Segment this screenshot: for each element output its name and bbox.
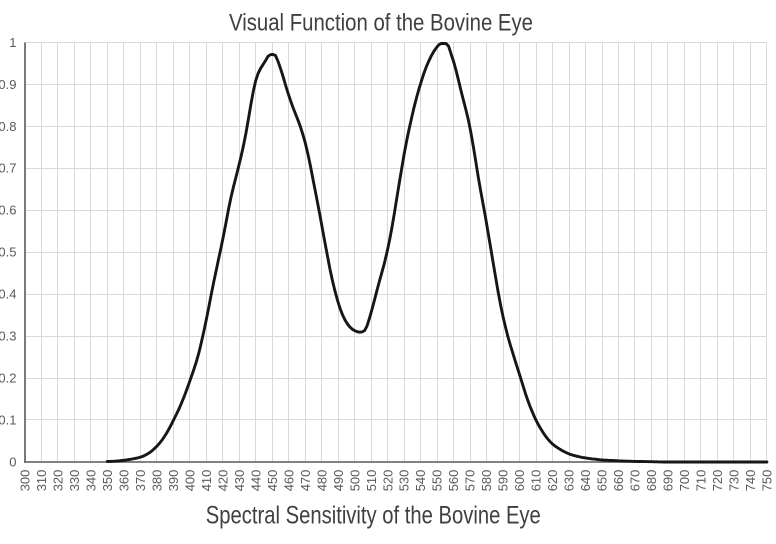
svg-text:430: 430	[232, 470, 247, 492]
svg-text:320: 320	[50, 470, 65, 492]
svg-text:390: 390	[166, 470, 181, 492]
svg-text:1: 1	[9, 35, 16, 50]
svg-text:380: 380	[149, 470, 164, 492]
svg-text:520: 520	[380, 470, 395, 492]
svg-text:310: 310	[34, 470, 49, 492]
svg-text:580: 580	[479, 470, 494, 492]
svg-text:670: 670	[628, 470, 643, 492]
svg-text:400: 400	[182, 470, 197, 492]
svg-text:560: 560	[446, 470, 461, 492]
svg-text:590: 590	[496, 470, 511, 492]
svg-text:0.8: 0.8	[0, 119, 17, 134]
svg-text:540: 540	[413, 470, 428, 492]
svg-text:0.6: 0.6	[0, 203, 17, 218]
svg-text:350: 350	[100, 470, 115, 492]
svg-text:550: 550	[430, 470, 445, 492]
svg-text:0.2: 0.2	[0, 370, 17, 385]
svg-text:0.9: 0.9	[0, 77, 17, 92]
svg-text:0.1: 0.1	[0, 412, 17, 427]
svg-text:450: 450	[265, 470, 280, 492]
svg-text:610: 610	[529, 470, 544, 492]
svg-text:510: 510	[364, 470, 379, 492]
svg-text:710: 710	[694, 470, 709, 492]
svg-text:750: 750	[760, 470, 775, 492]
svg-text:740: 740	[743, 470, 758, 492]
svg-text:730: 730	[727, 470, 742, 492]
svg-text:360: 360	[116, 470, 131, 492]
svg-text:Visual Function of the Bovine: Visual Function of the Bovine Eye	[229, 10, 533, 37]
svg-text:410: 410	[199, 470, 214, 492]
svg-text:440: 440	[248, 470, 263, 492]
svg-text:0.7: 0.7	[0, 161, 17, 176]
svg-text:570: 570	[463, 470, 478, 492]
svg-text:460: 460	[281, 470, 296, 492]
svg-text:630: 630	[562, 470, 577, 492]
svg-text:Spectral Sensitivity of the Bo: Spectral Sensitivity of the Bovine Eye	[206, 501, 541, 529]
svg-text:700: 700	[677, 470, 692, 492]
svg-text:340: 340	[83, 470, 98, 492]
svg-text:720: 720	[710, 470, 725, 492]
svg-text:660: 660	[611, 470, 626, 492]
svg-text:300: 300	[18, 470, 33, 492]
svg-text:470: 470	[298, 470, 313, 492]
svg-text:480: 480	[314, 470, 329, 492]
svg-text:680: 680	[644, 470, 659, 492]
svg-text:0.5: 0.5	[0, 245, 17, 260]
svg-text:600: 600	[512, 470, 527, 492]
svg-text:650: 650	[595, 470, 610, 492]
svg-text:0.3: 0.3	[0, 329, 17, 344]
svg-text:500: 500	[347, 470, 362, 492]
svg-text:640: 640	[578, 470, 593, 492]
svg-text:620: 620	[545, 470, 560, 492]
svg-text:370: 370	[133, 470, 148, 492]
svg-text:0: 0	[9, 454, 16, 469]
svg-text:690: 690	[661, 470, 676, 492]
svg-text:330: 330	[67, 470, 82, 492]
svg-text:420: 420	[215, 470, 230, 492]
svg-text:0.4: 0.4	[0, 287, 17, 302]
svg-text:530: 530	[397, 470, 412, 492]
svg-text:490: 490	[331, 470, 346, 492]
